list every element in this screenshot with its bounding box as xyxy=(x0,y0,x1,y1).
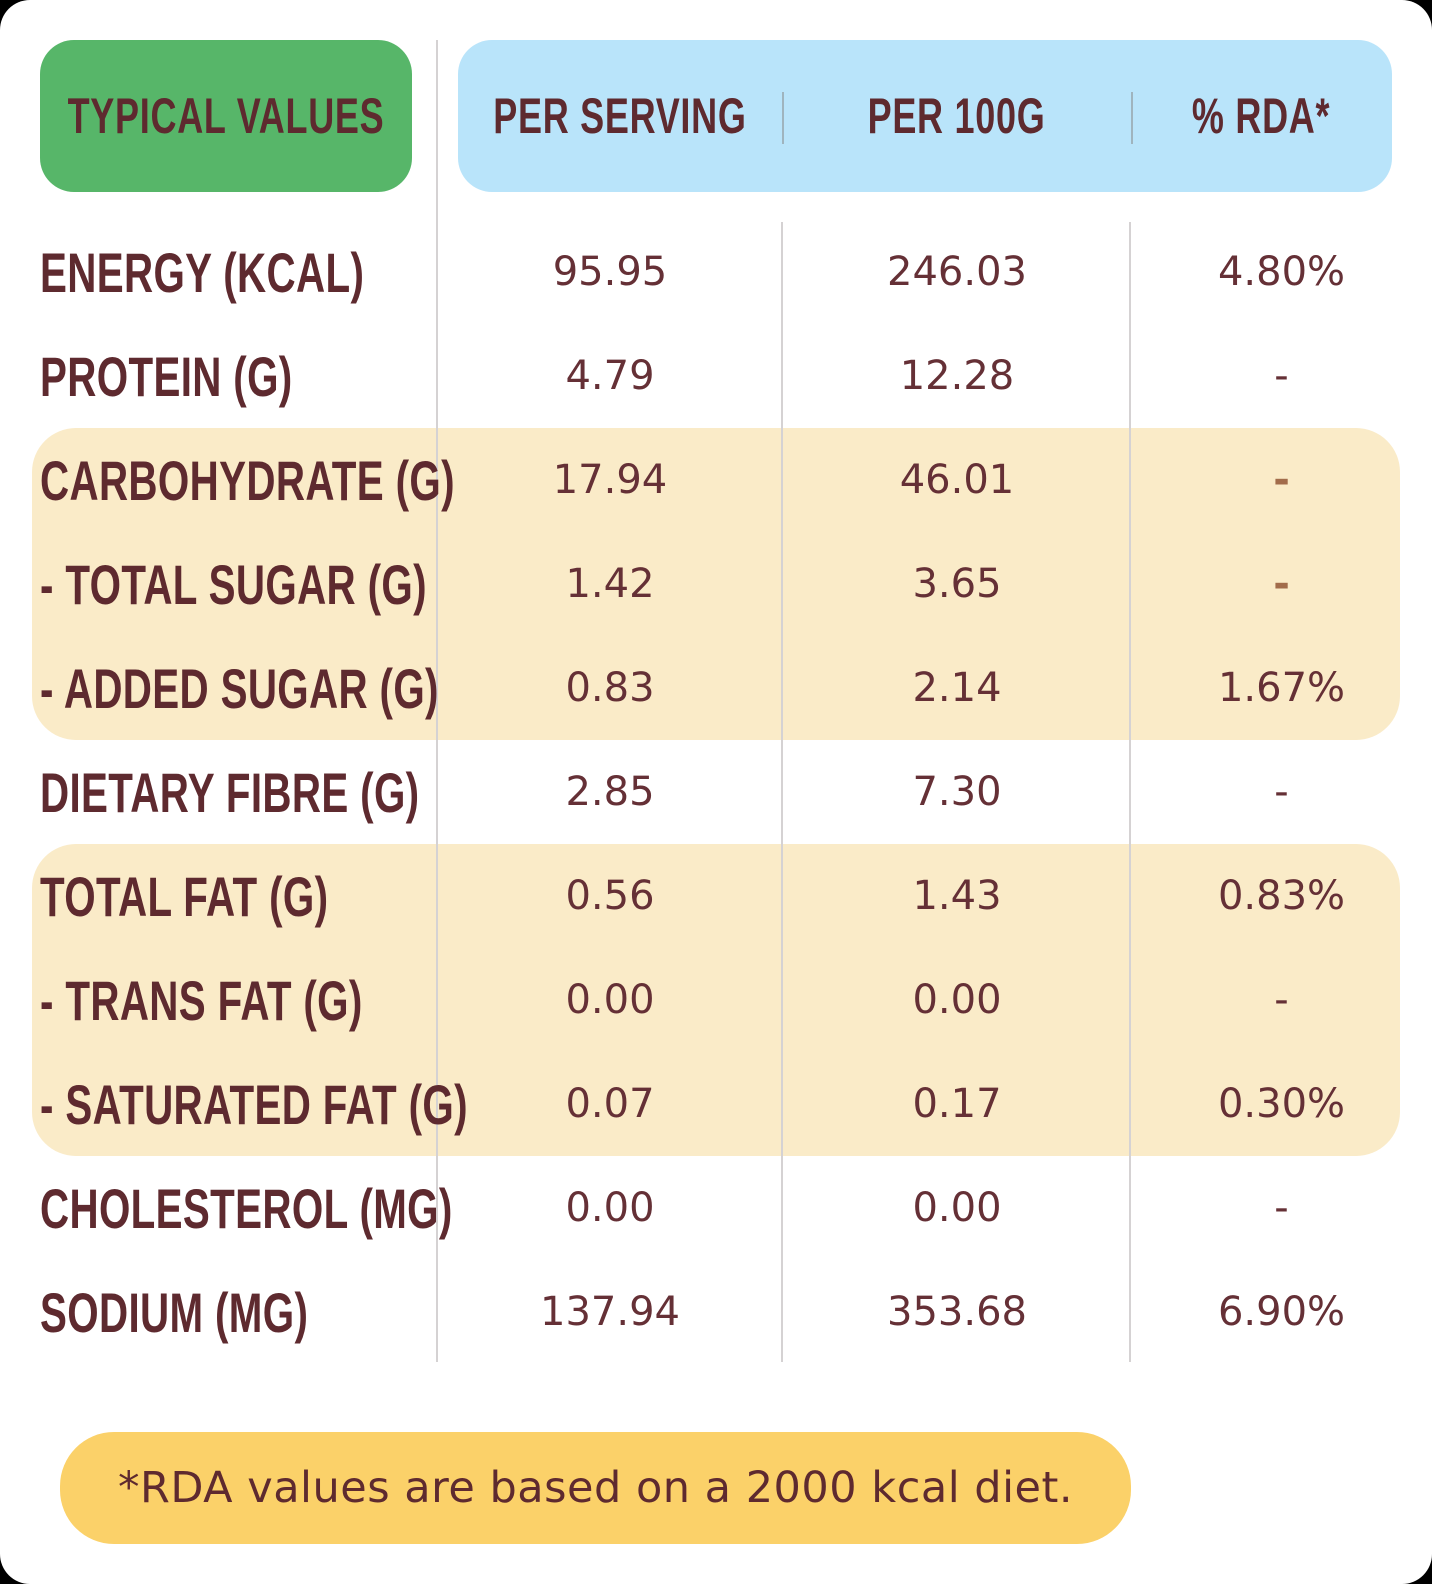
rda-value: 0.30% xyxy=(1217,1081,1346,1127)
column-divider-1 xyxy=(436,40,438,1362)
col-header-per-100g: PER 100G xyxy=(867,88,1046,144)
rda-value: - xyxy=(1274,769,1289,815)
row-label: ENERGY (KCAL) xyxy=(40,240,365,304)
header-divider-2 xyxy=(1131,92,1133,144)
nutrition-table-body: ENERGY (KCAL) 95.95 246.03 4.80% PROTEIN… xyxy=(0,220,1432,1364)
rda-value: - xyxy=(1274,353,1289,399)
header-divider-1 xyxy=(782,92,784,144)
row-label: - SATURATED FAT (G) xyxy=(40,1072,468,1136)
column-divider-3 xyxy=(1129,222,1131,1362)
per-100g-value: 12.28 xyxy=(899,353,1015,399)
rda-value: - xyxy=(1273,457,1290,503)
table-row-energy: ENERGY (KCAL) 95.95 246.03 4.80% xyxy=(0,220,1432,324)
table-row-protein: PROTEIN (G) 4.79 12.28 - xyxy=(0,324,1432,428)
row-label: - TOTAL SUGAR (G) xyxy=(40,552,427,616)
per-100g-value: 2.14 xyxy=(912,665,1002,711)
highlight-band-carbohydrates xyxy=(32,428,1400,740)
per-100g-value: 0.17 xyxy=(912,1081,1002,1127)
per-serving-value: 0.83 xyxy=(565,665,655,711)
rda-value: 1.67% xyxy=(1217,665,1346,711)
per-serving-value: 2.85 xyxy=(565,769,655,815)
column-headers: PER SERVING PER 100G % RDA* xyxy=(458,40,1392,192)
table-row-added-sugar: - ADDED SUGAR (G) 0.83 2.14 1.67% xyxy=(0,636,1432,740)
row-label: - ADDED SUGAR (G) xyxy=(40,656,439,720)
table-row-carbohydrate: CARBOHYDRATE (G) 17.94 46.01 - xyxy=(0,428,1432,532)
col-header-rda: % RDA* xyxy=(1192,88,1331,144)
table-row-total-sugar: - TOTAL SUGAR (G) 1.42 3.65 - xyxy=(0,532,1432,636)
rda-value: 0.83% xyxy=(1217,873,1346,919)
rda-value: - xyxy=(1273,561,1290,607)
per-serving-value: 95.95 xyxy=(552,249,668,295)
table-row-saturated-fat: - SATURATED FAT (G) 0.07 0.17 0.30% xyxy=(0,1052,1432,1156)
rda-value: 4.80% xyxy=(1217,249,1346,295)
rda-footnote-text: *RDA values are based on a 2000 kcal die… xyxy=(117,1463,1074,1513)
per-100g-value: 0.00 xyxy=(912,977,1002,1023)
per-100g-value: 3.65 xyxy=(912,561,1002,607)
per-100g-value: 353.68 xyxy=(887,1289,1027,1335)
per-serving-value: 17.94 xyxy=(552,457,668,503)
table-row-total-fat: TOTAL FAT (G) 0.56 1.43 0.83% xyxy=(0,844,1432,948)
row-label: CARBOHYDRATE (G) xyxy=(40,448,455,512)
per-serving-value: 1.42 xyxy=(565,561,655,607)
table-row-trans-fat: - TRANS FAT (G) 0.00 0.00 - xyxy=(0,948,1432,1052)
per-100g-value: 46.01 xyxy=(899,457,1015,503)
per-serving-value: 0.00 xyxy=(565,977,655,1023)
highlight-band-fats xyxy=(32,844,1400,1156)
typical-values-header: TYPICAL VALUES xyxy=(40,40,412,192)
row-label: SODIUM (MG) xyxy=(40,1280,309,1344)
column-divider-2 xyxy=(781,222,783,1362)
per-serving-value: 137.94 xyxy=(540,1289,680,1335)
per-100g-value: 1.43 xyxy=(912,873,1002,919)
table-row-dietary-fibre: DIETARY FIBRE (G) 2.85 7.30 - xyxy=(0,740,1432,844)
per-100g-value: 7.30 xyxy=(912,769,1002,815)
row-label: - TRANS FAT (G) xyxy=(40,968,363,1032)
rda-value: - xyxy=(1274,1185,1289,1231)
rda-value: 6.90% xyxy=(1217,1289,1346,1335)
row-label: TOTAL FAT (G) xyxy=(40,864,329,928)
row-label: PROTEIN (G) xyxy=(40,344,293,408)
per-100g-value: 0.00 xyxy=(912,1185,1002,1231)
per-serving-value: 4.79 xyxy=(565,353,655,399)
row-label: CHOLESTEROL (MG) xyxy=(40,1176,453,1240)
table-row-cholesterol: CHOLESTEROL (MG) 0.00 0.00 - xyxy=(0,1156,1432,1260)
rda-value: - xyxy=(1274,977,1289,1023)
row-label: DIETARY FIBRE (G) xyxy=(40,760,420,824)
rda-footnote-pill: *RDA values are based on a 2000 kcal die… xyxy=(60,1432,1131,1544)
typical-values-label: TYPICAL VALUES xyxy=(67,88,385,144)
per-serving-value: 0.56 xyxy=(565,873,655,919)
per-serving-value: 0.00 xyxy=(565,1185,655,1231)
table-row-sodium: SODIUM (MG) 137.94 353.68 6.90% xyxy=(0,1260,1432,1364)
col-header-per-serving: PER SERVING xyxy=(493,88,747,144)
per-serving-value: 0.07 xyxy=(565,1081,655,1127)
per-100g-value: 246.03 xyxy=(887,249,1027,295)
